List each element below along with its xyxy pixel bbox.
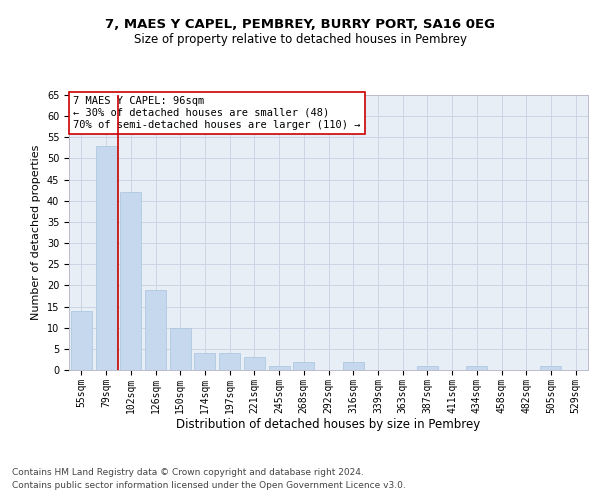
Text: 7, MAES Y CAPEL, PEMBREY, BURRY PORT, SA16 0EG: 7, MAES Y CAPEL, PEMBREY, BURRY PORT, SA… — [105, 18, 495, 30]
Text: Contains public sector information licensed under the Open Government Licence v3: Contains public sector information licen… — [12, 480, 406, 490]
Bar — [541, 366, 562, 370]
Bar — [293, 362, 314, 370]
Bar — [95, 146, 116, 370]
Bar — [219, 353, 240, 370]
Y-axis label: Number of detached properties: Number of detached properties — [31, 145, 41, 320]
Bar — [71, 311, 92, 370]
Bar — [120, 192, 141, 370]
Text: Size of property relative to detached houses in Pembrey: Size of property relative to detached ho… — [133, 32, 467, 46]
Bar — [343, 362, 364, 370]
Bar — [269, 366, 290, 370]
X-axis label: Distribution of detached houses by size in Pembrey: Distribution of detached houses by size … — [176, 418, 481, 432]
Text: 7 MAES Y CAPEL: 96sqm
← 30% of detached houses are smaller (48)
70% of semi-deta: 7 MAES Y CAPEL: 96sqm ← 30% of detached … — [73, 96, 361, 130]
Bar — [194, 353, 215, 370]
Bar — [244, 358, 265, 370]
Bar — [417, 366, 438, 370]
Text: Contains HM Land Registry data © Crown copyright and database right 2024.: Contains HM Land Registry data © Crown c… — [12, 468, 364, 477]
Bar — [170, 328, 191, 370]
Bar — [145, 290, 166, 370]
Bar — [466, 366, 487, 370]
